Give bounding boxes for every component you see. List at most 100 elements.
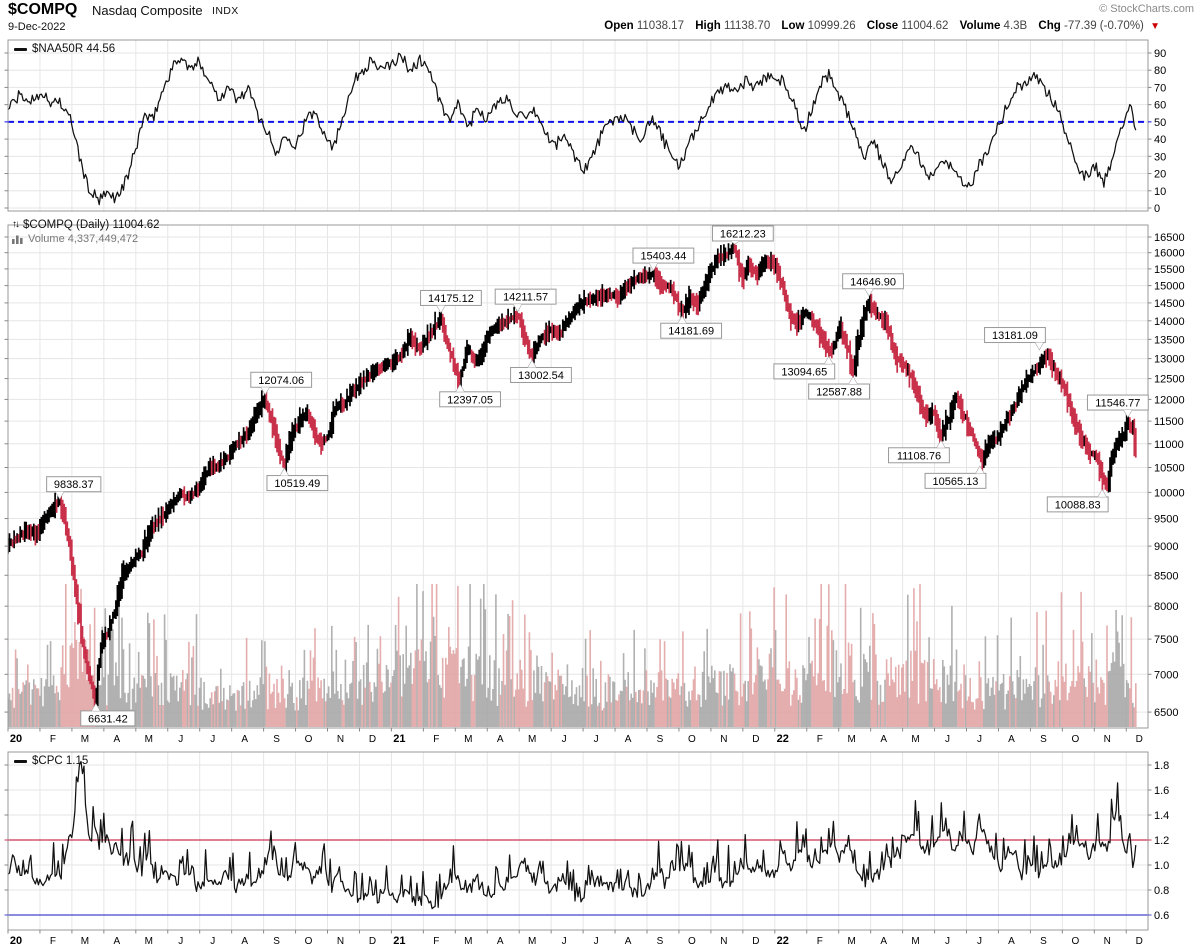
svg-text:M: M [911,734,919,745]
svg-text:80: 80 [1154,65,1166,77]
naa50r-series [8,52,1137,206]
svg-text:D: D [1136,734,1143,745]
naa50r-legend-label: $NAA50R 44.56 [32,43,116,55]
symbol: $COMPQ [8,1,78,18]
svg-text:O: O [1071,936,1079,947]
change-down-triangle-icon: ▼ [1150,21,1160,32]
svg-text:16212.23: 16212.23 [720,229,766,241]
svg-text:A: A [114,734,121,745]
svg-text:22: 22 [777,935,789,947]
svg-text:M: M [81,734,89,745]
svg-text:A: A [1008,734,1015,745]
svg-text:6500: 6500 [1154,707,1178,719]
svg-text:M: M [145,936,153,947]
svg-text:S: S [273,734,280,745]
svg-text:J: J [178,734,183,745]
low-label: Low [781,20,805,32]
svg-text:10500: 10500 [1154,463,1185,475]
svg-text:A: A [497,734,504,745]
svg-text:M: M [911,936,919,947]
open-value: 11038.17 [636,20,684,32]
svg-text:A: A [241,734,248,745]
svg-text:0.8: 0.8 [1154,885,1169,897]
symbol-name: Nasdaq Composite [92,3,203,18]
compq-legend-label: $COMPQ (Daily) 11004.62 [23,219,160,231]
compq-legend: ↑↓ $COMPQ (Daily) 11004.62 [12,219,160,231]
svg-text:J: J [594,734,599,745]
svg-text:M: M [848,734,856,745]
svg-text:S: S [1040,936,1047,947]
price-annotation: 10519.49 [266,467,329,492]
price-annotation: 6631.42 [80,702,136,727]
svg-text:M: M [528,936,536,947]
price-annotation: 14646.90 [842,273,904,297]
svg-text:11546.77: 11546.77 [1095,398,1140,410]
svg-text:O: O [305,734,313,745]
svg-text:J: J [945,734,950,745]
svg-text:12000: 12000 [1154,394,1185,406]
svg-text:70: 70 [1154,82,1166,94]
svg-text:J: J [945,936,950,947]
svg-text:0.6: 0.6 [1154,910,1169,922]
svg-text:16000: 16000 [1154,248,1185,260]
svg-text:N: N [720,936,727,947]
svg-text:O: O [1071,734,1079,745]
price-annotation: 13094.65 [773,355,836,380]
price-annotation: 14181.69 [660,315,723,339]
cpc-series [8,760,1137,910]
svg-text:M: M [528,734,536,745]
close-value: 11004.62 [901,20,949,32]
svg-text:1.2: 1.2 [1154,835,1169,847]
price-annotation: 12397.05 [439,383,501,408]
svg-text:F: F [50,936,56,947]
price-annotation: 13002.54 [510,359,572,383]
svg-text:M: M [848,936,856,947]
svg-text:A: A [1008,936,1015,947]
svg-text:14000: 14000 [1154,316,1185,328]
svg-text:13181.09: 13181.09 [992,330,1038,342]
svg-text:11108.76: 11108.76 [897,450,941,462]
price-annotation: 12587.88 [808,376,870,400]
svg-text:6631.42: 6631.42 [88,713,128,725]
svg-text:F: F [433,734,439,745]
svg-text:N: N [1104,734,1111,745]
volume-bars-icon [12,234,23,244]
svg-text:10000: 10000 [1154,487,1185,499]
svg-text:15403.44: 15403.44 [640,251,686,263]
svg-text:12587.88: 12587.88 [816,387,862,399]
svg-text:21: 21 [393,935,405,947]
svg-text:1.6: 1.6 [1154,785,1169,797]
svg-text:14211.57: 14211.57 [503,292,548,304]
price-annotation: 11546.77 [1086,394,1149,419]
svg-text:50: 50 [1154,117,1166,129]
svg-text:13094.65: 13094.65 [781,366,827,378]
svg-text:40: 40 [1154,134,1166,146]
svg-text:1.4: 1.4 [1154,810,1169,822]
svg-text:F: F [817,734,823,745]
high-value: 11138.70 [723,20,771,32]
svg-text:10519.49: 10519.49 [274,478,320,490]
svg-text:16500: 16500 [1154,232,1185,244]
svg-text:O: O [688,734,696,745]
cpc-legend-label: $CPC 1.15 [32,755,89,767]
svg-text:M: M [81,936,89,947]
line-swatch-icon [14,47,27,51]
price-arrows-icon: ↑↓ [12,219,20,230]
svg-text:J: J [210,734,215,745]
svg-text:12397.05: 12397.05 [447,394,493,406]
svg-text:11000: 11000 [1154,439,1184,451]
svg-text:J: J [594,936,599,947]
svg-text:1.8: 1.8 [1154,760,1169,772]
svg-text:15000: 15000 [1154,281,1185,293]
svg-text:J: J [562,734,567,745]
price-annotation: 14211.57 [494,288,557,313]
svg-text:N: N [337,936,344,947]
exchange-label: INDX [212,5,239,17]
svg-text:20: 20 [1154,169,1166,181]
volume-legend-label: Volume 4,337,449,472 [28,233,139,245]
svg-text:90: 90 [1154,48,1166,60]
compq-series [8,240,1137,727]
svg-text:1.0: 1.0 [1154,860,1169,872]
